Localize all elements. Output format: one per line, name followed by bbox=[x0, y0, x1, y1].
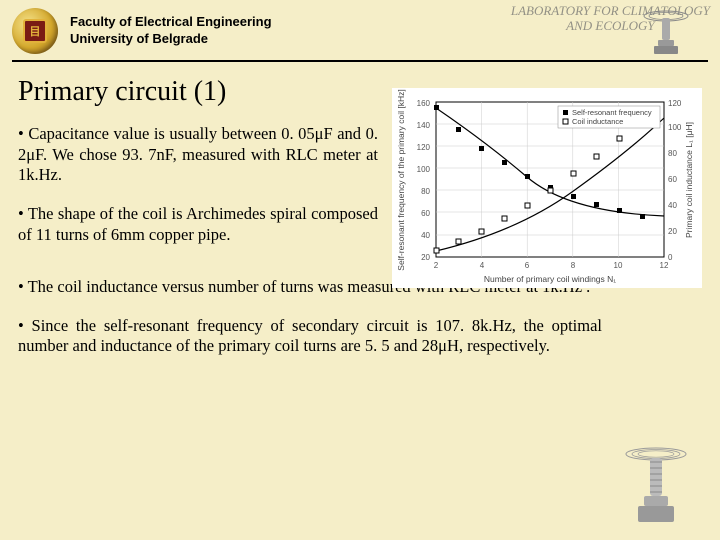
faculty-name: Faculty of Electrical Engineering bbox=[70, 14, 272, 31]
slide-header: 目 Faculty of Electrical Engineering Univ… bbox=[0, 0, 720, 60]
bullet-1: • Capacitance value is usually between 0… bbox=[18, 124, 378, 186]
svg-text:160: 160 bbox=[417, 99, 431, 108]
svg-text:12: 12 bbox=[660, 261, 669, 270]
svg-text:10: 10 bbox=[614, 261, 623, 270]
university-name: University of Belgrade bbox=[70, 31, 272, 48]
logo-glyph: 目 bbox=[23, 19, 47, 43]
tesla-coil-icon bbox=[638, 4, 694, 60]
svg-text:8: 8 bbox=[571, 261, 576, 270]
svg-text:6: 6 bbox=[525, 261, 530, 270]
university-logo: 目 bbox=[12, 8, 58, 54]
legend-item-1: Self-resonant frequency bbox=[572, 108, 652, 117]
left-column: • Capacitance value is usually between 0… bbox=[18, 124, 378, 245]
svg-text:20: 20 bbox=[421, 253, 430, 262]
svg-text:4: 4 bbox=[480, 261, 485, 270]
bullet-4: • Since the self-resonant frequency of s… bbox=[18, 316, 702, 357]
header-text-block: Faculty of Electrical Engineering Univer… bbox=[70, 14, 272, 48]
tesla-coil-bottom-icon bbox=[620, 440, 692, 530]
header-divider bbox=[12, 60, 708, 62]
svg-text:120: 120 bbox=[668, 99, 682, 108]
svg-text:2: 2 bbox=[434, 261, 439, 270]
content-area: • Capacitance value is usually between 0… bbox=[0, 124, 720, 245]
svg-text:0: 0 bbox=[668, 253, 673, 262]
bullet-2: • The shape of the coil is Archimedes sp… bbox=[18, 204, 378, 245]
x-axis-label: Number of primary coil windings N₁ bbox=[484, 274, 616, 284]
